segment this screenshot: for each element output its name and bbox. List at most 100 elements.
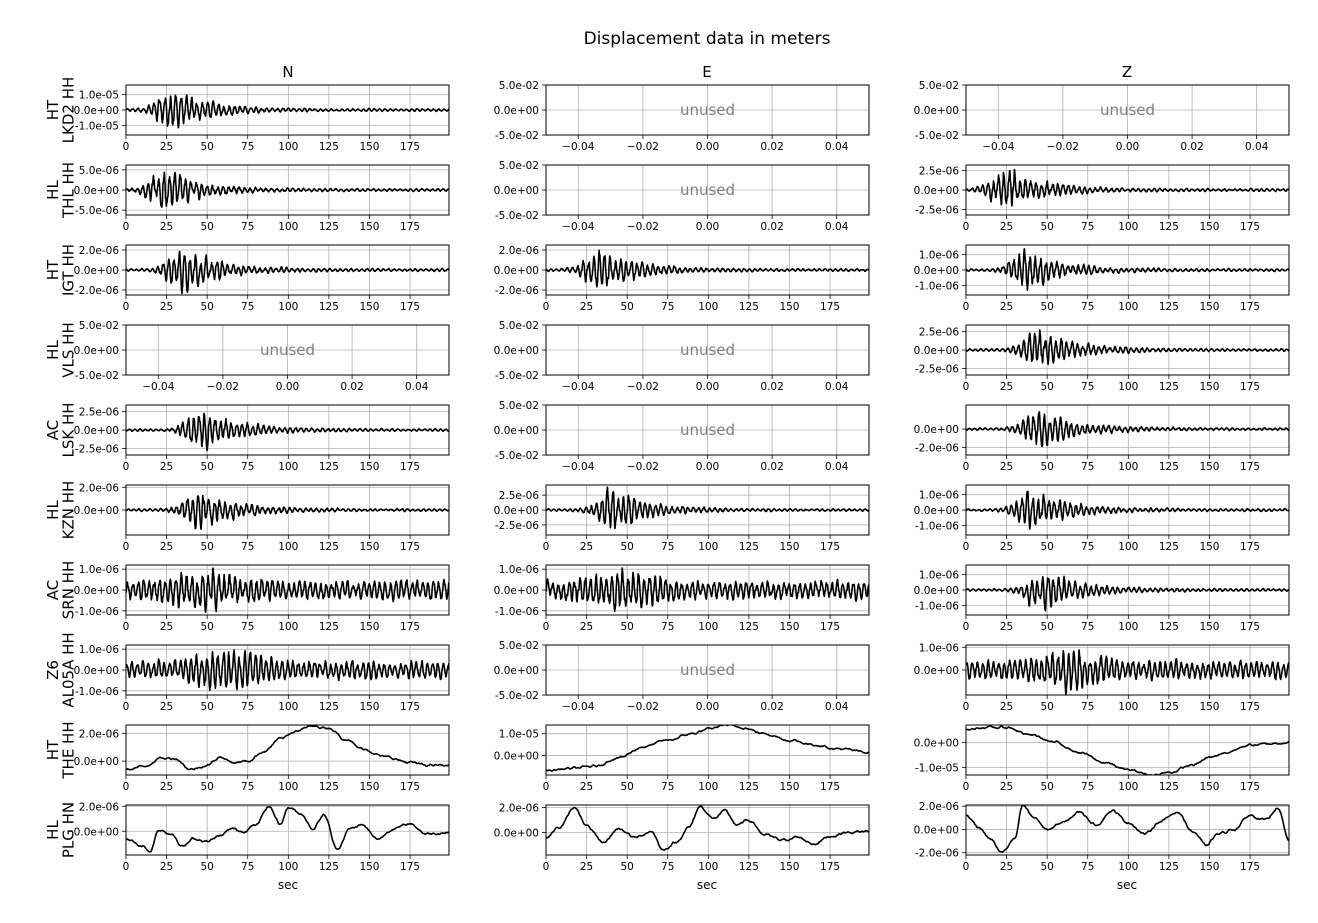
x-axis-label-z: sec — [1117, 878, 1137, 892]
y-tick-label: -1.0e-06 — [495, 606, 539, 618]
x-tick-label: 50 — [1040, 461, 1053, 473]
y-tick-label: 0.0e+00 — [74, 826, 119, 838]
x-tick-label: 175 — [1240, 621, 1260, 633]
unused-label: unused — [1100, 101, 1155, 119]
row-label-station-channel: SRN HH — [60, 561, 78, 620]
row-label-station-channel: THL HH — [60, 162, 78, 219]
x-tick-label: 100 — [1118, 861, 1138, 873]
x-tick-label: 125 — [1159, 861, 1179, 873]
y-tick-label: -1.0e-05 — [915, 763, 959, 775]
x-tick-label: 0.04 — [1245, 141, 1269, 153]
x-tick-label: 50 — [1040, 541, 1053, 553]
x-tick-label: 100 — [1118, 301, 1138, 313]
y-tick-label: 5.0e-02 — [919, 80, 959, 92]
x-tick-label: 125 — [319, 541, 339, 553]
waveform-trace — [126, 567, 449, 613]
panel-lkd2-e: −0.04 −0.02 0.00 0.02 0.04 5.0e-02 0.0e+00 -5.0… — [494, 80, 870, 153]
x-tick-label: −0.02 — [627, 141, 659, 153]
y-tick-label: 5.0e-02 — [79, 320, 119, 332]
x-tick-label: 75 — [241, 461, 254, 473]
x-tick-label: 50 — [1040, 301, 1053, 313]
y-tick-label: 2.0e-06 — [79, 728, 120, 740]
y-tick-label: 0.0e+00 — [914, 824, 959, 836]
y-tick-label: -2.5e-06 — [495, 520, 539, 532]
x-tick-label: 125 — [1159, 541, 1179, 553]
y-tick-label: 2.0e-06 — [919, 801, 960, 813]
x-tick-label: 100 — [1118, 781, 1138, 793]
waveform-trace — [126, 94, 449, 129]
x-tick-label: 100 — [278, 221, 298, 233]
y-tick-label: 2.0e-06 — [79, 245, 120, 257]
x-tick-label: −0.02 — [1047, 141, 1079, 153]
x-tick-label: 75 — [661, 861, 674, 873]
y-tick-label: 1.0e-06 — [919, 249, 960, 261]
x-tick-label: −0.04 — [562, 381, 594, 393]
row-label-station-channel: LSK HH — [60, 402, 78, 457]
panel-frame — [125, 804, 450, 856]
y-tick-label: 0.0e+00 — [74, 585, 119, 597]
x-tick-label: 175 — [1240, 301, 1260, 313]
x-tick-label: 75 — [241, 781, 254, 793]
x-tick-label: 125 — [739, 541, 759, 553]
row-label-lkd2: HTLKD2 HH — [44, 77, 78, 144]
x-tick-label: 75 — [1081, 621, 1094, 633]
x-tick-label: 0 — [963, 861, 970, 873]
x-tick-label: 25 — [1000, 541, 1013, 553]
x-tick-label: −0.02 — [627, 461, 659, 473]
y-tick-label: -5.0e-02 — [915, 130, 959, 142]
x-tick-label: 50 — [200, 541, 213, 553]
x-tick-label: 150 — [1199, 301, 1219, 313]
x-tick-label: 125 — [319, 141, 339, 153]
x-tick-label: 50 — [1040, 221, 1053, 233]
y-tick-label: 0.0e+00 — [494, 828, 539, 840]
x-tick-label: 0.02 — [1180, 141, 1203, 153]
x-tick-label: 50 — [620, 621, 633, 633]
y-tick-label: 0.0e+00 — [914, 265, 959, 277]
panel-frame — [965, 564, 1290, 616]
x-tick-label: 25 — [1000, 701, 1013, 713]
x-tick-label: 0.00 — [696, 381, 719, 393]
x-tick-label: 0.04 — [825, 701, 849, 713]
panel-igt-e: 0 25 50 75 100 125 150 175 2.0e-06 0.0e+00 -2.0e-0… — [494, 244, 870, 313]
x-tick-label: 0 — [963, 621, 970, 633]
unused-label: unused — [680, 101, 735, 119]
y-tick-label: -2.5e-06 — [75, 443, 119, 455]
row-label-station-channel: LKD2 HH — [60, 77, 78, 144]
x-tick-label: 0.00 — [696, 221, 719, 233]
x-tick-label: 50 — [620, 541, 633, 553]
y-tick-label: 5.0e-02 — [499, 80, 539, 92]
x-tick-label: 100 — [1118, 541, 1138, 553]
figure-title: Displacement data in meters — [584, 29, 831, 49]
y-tick-label: -1.0e-06 — [915, 281, 959, 293]
station-row-lkd2: HTLKD2 HH 0 25 50 75 100 125 150 175 1.0e-05 0.0e+… — [44, 77, 1290, 153]
panel-frame — [125, 84, 450, 136]
x-tick-label: 175 — [1240, 381, 1260, 393]
x-tick-label: 150 — [779, 861, 799, 873]
x-tick-label: 175 — [820, 861, 840, 873]
x-tick-label: 100 — [698, 781, 718, 793]
waveform-trace — [966, 168, 1289, 207]
x-tick-label: 150 — [779, 621, 799, 633]
x-tick-label: 50 — [1040, 621, 1053, 633]
x-tick-label: 50 — [1040, 861, 1053, 873]
y-tick-label: 5.0e-02 — [499, 640, 539, 652]
x-tick-label: 150 — [779, 781, 799, 793]
y-tick-label: -5.0e-02 — [75, 370, 119, 382]
row-label-station-channel: IGT HH — [60, 244, 78, 296]
panel-igt-n: 0 25 50 75 100 125 150 175 2.0e-06 0.0e+00 -2.0e-0… — [74, 244, 450, 313]
y-tick-label: 2.5e-06 — [499, 490, 540, 502]
x-tick-label: 125 — [739, 301, 759, 313]
x-tick-label: 0.04 — [825, 221, 849, 233]
panel-vls-n: −0.04 −0.02 0.00 0.02 0.04 5.0e-02 0.0e+00 -5.0… — [74, 320, 450, 393]
x-tick-label: 175 — [1240, 781, 1260, 793]
x-tick-label: 75 — [241, 141, 254, 153]
row-label-igt: HTIGT HH — [44, 244, 78, 296]
y-tick-label: 0.0e+00 — [914, 665, 959, 677]
x-tick-label: 175 — [400, 621, 420, 633]
panel-frame — [965, 84, 1290, 136]
waveform-trace — [546, 249, 869, 288]
x-tick-label: 75 — [1081, 541, 1094, 553]
x-tick-label: 0.00 — [696, 461, 719, 473]
station-row-the: HTTHE HH 0 25 50 75 100 125 150 175 2.0e-06 0.0e+0… — [44, 721, 1290, 793]
